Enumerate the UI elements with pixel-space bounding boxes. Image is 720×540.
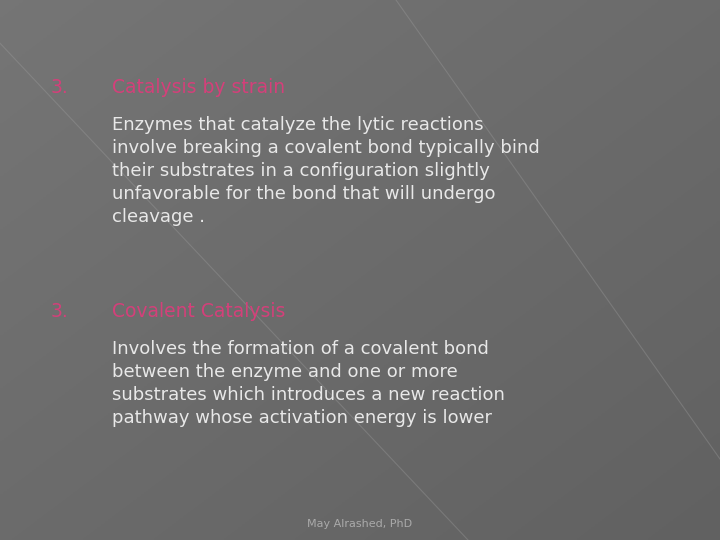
Text: Catalysis by strain: Catalysis by strain	[112, 78, 284, 97]
Text: Covalent Catalysis: Covalent Catalysis	[112, 302, 285, 321]
Text: Involves the formation of a covalent bond
between the enzyme and one or more
sub: Involves the formation of a covalent bon…	[112, 340, 505, 427]
Text: 3.: 3.	[50, 302, 68, 321]
Text: 3.: 3.	[50, 78, 68, 97]
Text: May Alrashed, PhD: May Alrashed, PhD	[307, 519, 413, 529]
Text: Enzymes that catalyze the lytic reactions
involve breaking a covalent bond typic: Enzymes that catalyze the lytic reaction…	[112, 116, 539, 226]
